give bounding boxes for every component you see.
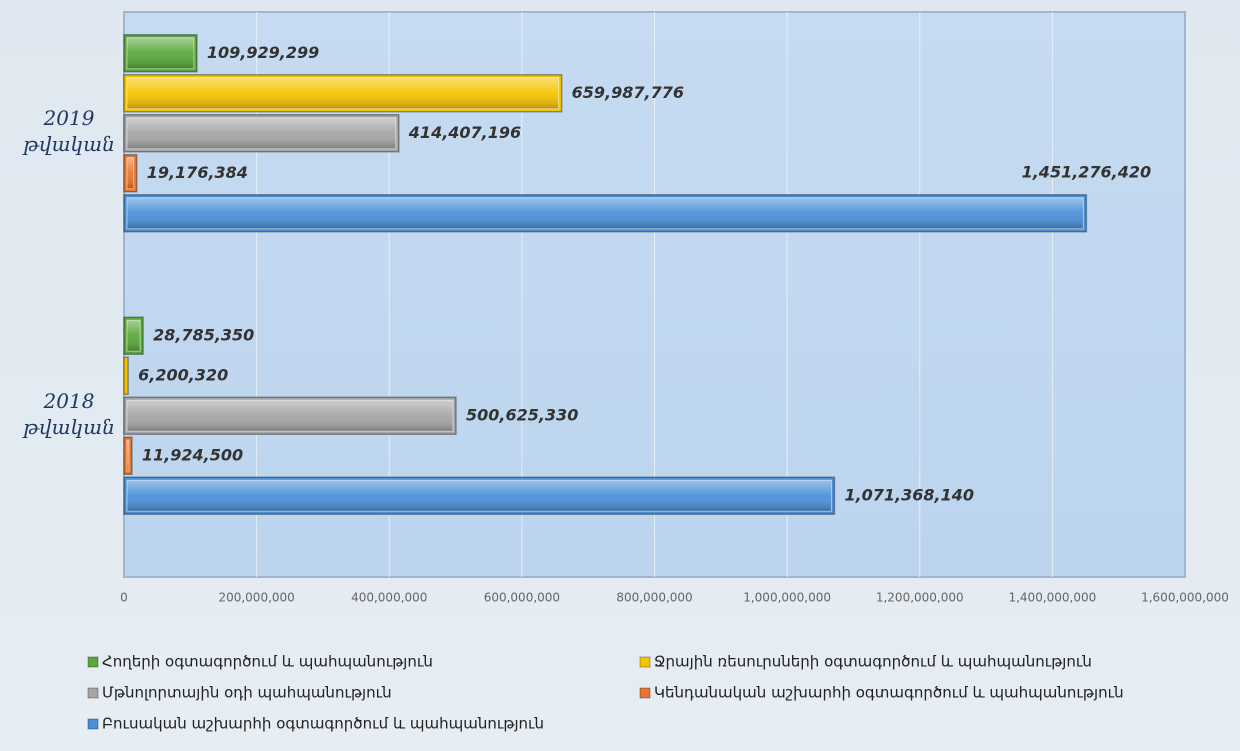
bar-shine xyxy=(126,117,397,150)
x-tick-label: 600,000,000 xyxy=(484,591,560,605)
legend-label: Բուսական աշխարհի օգտագործում և պահպանութ… xyxy=(102,715,544,733)
category-label: 2018 թվական xyxy=(23,388,115,439)
x-tick-label: 0 xyxy=(120,591,128,605)
value-label: 500,625,330 xyxy=(466,405,578,424)
x-tick-label: 400,000,000 xyxy=(351,591,427,605)
legend-marker xyxy=(639,656,651,668)
legend-label: Կենդանական աշխարհի օգտագործում և պահպանո… xyxy=(654,684,1124,702)
legend-label: Հողերի օգտագործում և պահպանություն xyxy=(102,653,433,671)
x-tick-label: 1,000,000,000 xyxy=(743,591,831,605)
bar-shine xyxy=(126,439,130,472)
legend-marker xyxy=(87,656,99,668)
category-label: 2019 թվական xyxy=(23,106,115,157)
bar-shine xyxy=(126,157,135,190)
bar-shine xyxy=(126,197,1084,230)
value-label: 11,924,500 xyxy=(142,445,243,464)
x-tick-label: 1,600,000,000 xyxy=(1141,591,1229,605)
x-tick-label: 200,000,000 xyxy=(218,591,294,605)
legend-marker xyxy=(87,718,99,730)
value-label: 6,200,320 xyxy=(138,365,228,384)
x-tick-label: 800,000,000 xyxy=(616,591,692,605)
x-tick-label: 1,200,000,000 xyxy=(876,591,964,605)
bar-shine xyxy=(126,479,832,512)
value-label: 414,407,196 xyxy=(408,123,521,142)
bar-shine xyxy=(126,77,560,110)
value-label: 28,785,350 xyxy=(153,325,254,344)
bar-shine xyxy=(126,399,454,432)
value-label: 19,176,384 xyxy=(147,163,248,182)
legend-label: Մթնոլորտային օդի պահպանություն xyxy=(102,684,392,702)
bar-shine xyxy=(126,319,141,352)
legend-marker xyxy=(639,687,651,699)
x-tick-label: 1,400,000,000 xyxy=(1008,591,1096,605)
value-label: 659,987,776 xyxy=(572,83,684,102)
bar xyxy=(123,356,129,395)
value-label: 1,451,276,420 xyxy=(1022,162,1152,181)
legend-marker xyxy=(87,687,99,699)
value-label: 109,929,299 xyxy=(207,43,319,62)
value-label: 1,071,368,140 xyxy=(844,485,974,504)
bar-shine xyxy=(126,37,195,70)
legend-label: Ջրային ռեսուրսների օգտագործում և պահպանո… xyxy=(654,653,1092,671)
